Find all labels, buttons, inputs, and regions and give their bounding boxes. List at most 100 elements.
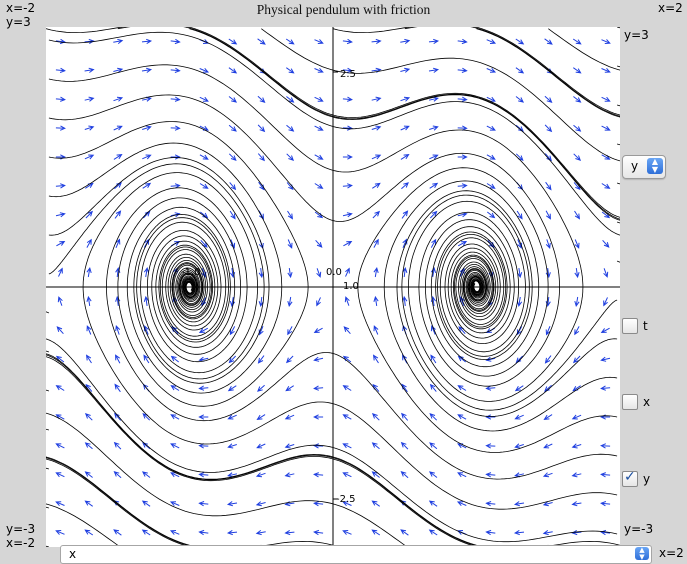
field-arrow <box>255 530 266 536</box>
field-arrow <box>603 297 608 307</box>
field-arrow <box>428 96 439 102</box>
field-arrow <box>371 500 380 507</box>
field-arrow <box>402 354 408 364</box>
field-arrow <box>199 154 209 160</box>
field-arrow <box>342 385 352 391</box>
field-arrow <box>313 356 324 362</box>
field-arrow <box>402 238 408 248</box>
field-arrow <box>170 125 181 131</box>
field-arrow <box>457 67 468 73</box>
field-arrow <box>115 238 121 248</box>
trajectory <box>46 545 50 547</box>
field-arrow <box>114 210 122 219</box>
trajectory <box>48 121 309 407</box>
field-arrow <box>313 472 324 478</box>
field-arrow <box>514 385 524 392</box>
field-arrow <box>428 529 438 536</box>
trajectory <box>548 28 620 71</box>
field-arrow <box>400 96 411 102</box>
field-arrow <box>287 296 293 308</box>
field-arrow <box>257 124 266 133</box>
field-arrow <box>227 472 238 478</box>
field-arrow <box>342 125 353 131</box>
field-arrow <box>113 125 123 131</box>
checkbox-y-label: y <box>643 472 651 486</box>
field-arrow <box>603 268 609 278</box>
field-arrow <box>486 211 496 219</box>
field-arrow <box>343 326 351 335</box>
field-arrow <box>544 153 552 162</box>
field-arrow <box>515 355 524 364</box>
field-arrow <box>314 154 324 160</box>
corner-bottom-right-y: y=-3 <box>624 522 654 536</box>
checkbox-t-label: t <box>643 319 648 333</box>
corner-bottom-left-y: y=-3 <box>6 522 36 536</box>
field-arrow <box>400 125 410 131</box>
trajectory <box>46 428 50 431</box>
field-arrow <box>544 38 553 45</box>
trajectory <box>332 27 620 116</box>
field-arrow <box>400 471 409 479</box>
field-arrow <box>516 326 523 336</box>
field-arrow <box>142 182 152 189</box>
trajectory <box>401 194 618 411</box>
field-arrow <box>428 500 438 507</box>
checkbox-y[interactable]: y <box>622 469 651 487</box>
field-arrow <box>170 212 181 218</box>
field-arrow <box>113 96 124 102</box>
trajectory <box>616 221 620 224</box>
field-arrow <box>545 210 551 220</box>
field-arrow <box>456 501 467 507</box>
trajectory <box>261 28 620 162</box>
field-arrow <box>257 95 266 103</box>
field-arrow <box>429 210 438 219</box>
field-arrow <box>342 154 353 160</box>
field-arrow <box>284 472 295 478</box>
field-arrow <box>342 501 352 507</box>
vertical-axis-select[interactable]: y ▲ ▼ <box>622 155 666 179</box>
checkbox-t-box[interactable] <box>622 318 638 334</box>
x-tick-label: 0.0 <box>326 267 342 278</box>
field-arrow <box>574 268 580 279</box>
field-arrow <box>400 529 409 536</box>
field-arrow <box>342 67 353 73</box>
field-arrow <box>198 327 209 334</box>
field-arrow <box>55 472 65 478</box>
field-arrow <box>170 385 180 391</box>
field-arrow <box>429 412 438 421</box>
trajectories <box>46 27 620 547</box>
field-arrow <box>84 529 94 536</box>
field-arrow <box>485 501 496 507</box>
field-arrow <box>228 67 238 74</box>
field-arrow <box>314 125 324 131</box>
field-arrow <box>55 385 65 391</box>
field-arrow <box>429 383 437 392</box>
field-arrow <box>84 412 93 421</box>
field-arrow <box>400 441 409 450</box>
checkbox-y-box[interactable] <box>622 469 638 487</box>
phase-plot[interactable]: -1.0 0.0 1.0 2.5 -2.5 <box>46 27 620 547</box>
field-arrow <box>84 38 95 45</box>
field-arrow <box>170 443 180 449</box>
field-arrow <box>342 414 352 420</box>
field-arrow <box>342 96 353 102</box>
field-arrow <box>516 210 523 220</box>
checkbox-x-box[interactable] <box>622 394 638 410</box>
field-arrow <box>170 414 180 420</box>
checkbox-x[interactable]: x <box>622 394 650 410</box>
checkbox-t[interactable]: t <box>622 318 648 334</box>
field-arrow <box>485 472 496 478</box>
horizontal-axis-select[interactable]: x ▲ ▼ <box>60 545 652 564</box>
field-arrow <box>55 530 65 535</box>
field-arrow <box>228 96 238 103</box>
field-arrow <box>85 210 94 219</box>
field-arrow <box>457 154 468 160</box>
field-arrow <box>141 529 151 536</box>
field-arrow <box>228 355 237 364</box>
y-tick-label: 2.5 <box>340 69 356 80</box>
field-arrow <box>227 385 237 392</box>
field-arrow <box>57 296 63 306</box>
field-arrow <box>600 472 611 478</box>
checkbox-x-label: x <box>643 395 651 409</box>
field-arrow <box>198 414 209 420</box>
